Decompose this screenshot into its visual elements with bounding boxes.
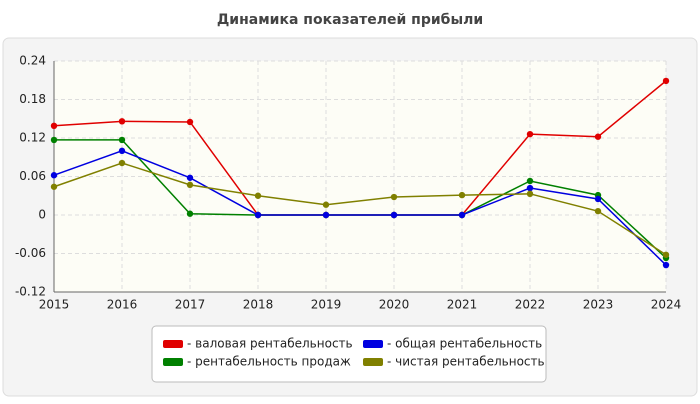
legend — [151, 325, 547, 383]
point — [662, 251, 670, 258]
point — [526, 177, 534, 185]
point — [50, 122, 58, 130]
point — [458, 211, 466, 219]
x-tick-label: 2023 — [583, 298, 614, 312]
series-line — [53, 150, 667, 266]
point — [186, 210, 194, 217]
y-tick-label: -0.06 — [15, 246, 46, 260]
point — [254, 192, 262, 199]
point — [526, 190, 534, 198]
x-tick-label: 2021 — [447, 298, 478, 312]
point — [118, 159, 126, 167]
point — [118, 147, 126, 155]
point — [594, 195, 602, 203]
x-tick-label: 2020 — [379, 298, 410, 312]
point — [526, 184, 534, 192]
legend-swatch — [163, 358, 183, 366]
y-tick-label: 0.24 — [19, 54, 46, 68]
point — [50, 136, 58, 144]
x-tick-label: 2015 — [39, 298, 70, 312]
point — [662, 261, 670, 269]
point — [322, 201, 330, 208]
point — [594, 133, 602, 140]
legend-label: - рентабельность продаж — [187, 355, 351, 369]
legend-label: - валовая рентабельность — [187, 337, 353, 351]
x-tick-label: 2018 — [243, 298, 274, 312]
point — [526, 130, 534, 138]
point — [50, 172, 58, 179]
chart-title: Динамика показателей прибыли — [217, 12, 483, 28]
x-tick-label: 2022 — [515, 298, 546, 312]
y-tick-label: 0 — [38, 208, 46, 222]
point — [594, 207, 602, 215]
x-tick-label: 2019 — [311, 298, 342, 312]
point — [322, 211, 330, 219]
legend-label: - общая рентабельность — [387, 337, 542, 351]
y-tick-label: 0.06 — [19, 169, 46, 183]
point — [662, 77, 670, 85]
point — [390, 193, 398, 201]
y-tick-label: 0.18 — [19, 92, 46, 106]
legend-label: - чистая рентабельность — [387, 355, 545, 369]
point — [390, 211, 398, 219]
point — [186, 181, 194, 189]
x-tick-label: 2017 — [175, 298, 206, 312]
x-tick-label: 2016 — [107, 298, 138, 312]
legend-swatch — [363, 340, 383, 348]
point — [186, 118, 194, 126]
legend-swatch — [363, 358, 383, 366]
point — [254, 211, 262, 219]
series-line — [53, 162, 667, 256]
point — [118, 136, 126, 144]
point — [458, 191, 466, 199]
point — [50, 183, 58, 190]
point — [186, 174, 194, 181]
point — [118, 118, 126, 125]
legend-swatch — [163, 340, 183, 348]
y-tick-label: 0.12 — [19, 131, 46, 145]
x-tick-label: 2024 — [651, 298, 682, 312]
y-tick-label: -0.12 — [15, 285, 46, 299]
